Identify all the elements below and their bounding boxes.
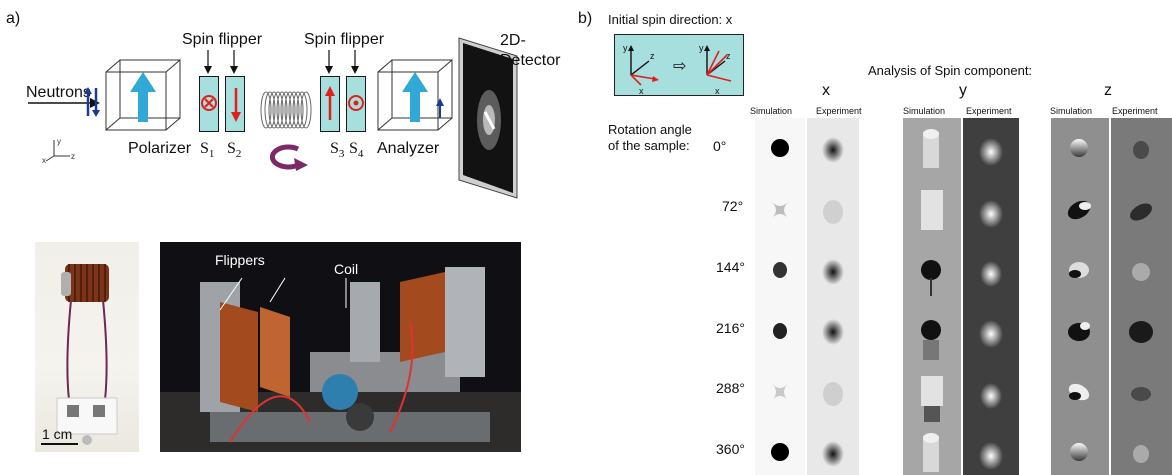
svg-text:x: x bbox=[715, 86, 720, 96]
flipper-1-pointer-arrows bbox=[204, 50, 238, 74]
flipper-2-pointer-arrows bbox=[325, 50, 359, 74]
field-into-page-icon bbox=[201, 95, 217, 111]
2d-detector bbox=[458, 37, 518, 199]
unpolarized-spin-icon bbox=[84, 87, 100, 117]
sim-header-y: Simulation bbox=[903, 106, 946, 116]
x-simulation-column bbox=[755, 118, 805, 475]
spin-inset: y z x ⇨ y z x bbox=[614, 34, 744, 96]
axes-icon: y z x bbox=[42, 137, 75, 164]
coil-icon bbox=[260, 91, 312, 129]
svg-text:⇨: ⇨ bbox=[673, 58, 686, 75]
svg-text:z: z bbox=[650, 51, 655, 61]
scale-bar-label: 1 cm bbox=[42, 426, 73, 442]
component-x-label: x bbox=[822, 82, 830, 99]
svg-text:x: x bbox=[639, 86, 644, 96]
neutrons-label: Neutrons bbox=[26, 84, 91, 101]
s2-label: S2 bbox=[227, 140, 242, 161]
component-y-label: y bbox=[959, 82, 967, 99]
sim-header-x: Simulation bbox=[750, 106, 793, 116]
analyzer-spin-arrow bbox=[436, 98, 444, 118]
polarizer-label: Polarizer bbox=[128, 140, 192, 157]
spin-flipper-2-label: Spin flipper bbox=[304, 31, 385, 48]
angle-label-360: 360° bbox=[716, 441, 745, 457]
analyzer-cube bbox=[377, 59, 453, 131]
svg-text:y: y bbox=[623, 43, 628, 53]
field-out-of-page-icon bbox=[348, 95, 364, 111]
exp-header-z: Experiment bbox=[1112, 106, 1158, 116]
exp-header-x: Experiment bbox=[816, 106, 862, 116]
spin-down-arrow bbox=[231, 88, 241, 122]
angle-label-288: 288° bbox=[716, 380, 745, 396]
rotation-arrow-icon bbox=[269, 144, 308, 171]
angle-label-216: 216° bbox=[716, 320, 745, 336]
spin-flipper-1-label: Spin flipper bbox=[182, 31, 263, 48]
scale-bar bbox=[41, 443, 78, 445]
detector-label-line2: Detector bbox=[500, 52, 561, 69]
polarizer-cube bbox=[105, 59, 181, 131]
angle-label-0: 0° bbox=[713, 138, 727, 154]
component-z-label: z bbox=[1104, 82, 1112, 99]
setup-photo bbox=[160, 242, 521, 452]
panel-a-label: a) bbox=[6, 10, 21, 27]
s4-label: S4 bbox=[349, 140, 364, 161]
tomography-grid bbox=[755, 118, 1172, 475]
s1-label: S1 bbox=[200, 140, 215, 161]
y-simulation-column bbox=[903, 118, 961, 475]
spin-rotation-diagram: y z x ⇨ y z x bbox=[623, 43, 732, 96]
angle-label-144: 144° bbox=[716, 259, 745, 275]
sample-coil-photo bbox=[35, 242, 139, 452]
svg-text:y: y bbox=[699, 43, 704, 53]
svg-text:z: z bbox=[71, 152, 75, 161]
angle-label-72: 72° bbox=[722, 198, 744, 214]
z-experiment-column bbox=[1111, 118, 1172, 475]
exp-header-y: Experiment bbox=[966, 106, 1012, 116]
rotation-angle-label-line2: of the sample: bbox=[608, 138, 690, 153]
z-simulation-column bbox=[1051, 118, 1109, 475]
flippers-label: Flippers bbox=[215, 252, 265, 268]
spin-up-arrow bbox=[325, 86, 335, 120]
detector-label-line1: 2D- bbox=[500, 32, 526, 49]
analysis-title: Analysis of Spin component: bbox=[868, 63, 1033, 78]
svg-text:y: y bbox=[57, 137, 61, 146]
x-experiment-column bbox=[807, 118, 859, 475]
sim-header-z: Simulation bbox=[1050, 106, 1093, 116]
coil-label: Coil bbox=[334, 261, 359, 277]
svg-text:z: z bbox=[726, 51, 731, 61]
rotation-angle-label-line1: Rotation angle bbox=[608, 122, 692, 137]
y-experiment-column bbox=[963, 118, 1019, 475]
panel-b-label: b) bbox=[578, 10, 593, 27]
analyzer-label: Analyzer bbox=[377, 140, 440, 157]
s3-label: S3 bbox=[330, 140, 345, 161]
initial-spin-label: Initial spin direction: x bbox=[608, 12, 733, 27]
svg-text:x: x bbox=[42, 156, 46, 164]
